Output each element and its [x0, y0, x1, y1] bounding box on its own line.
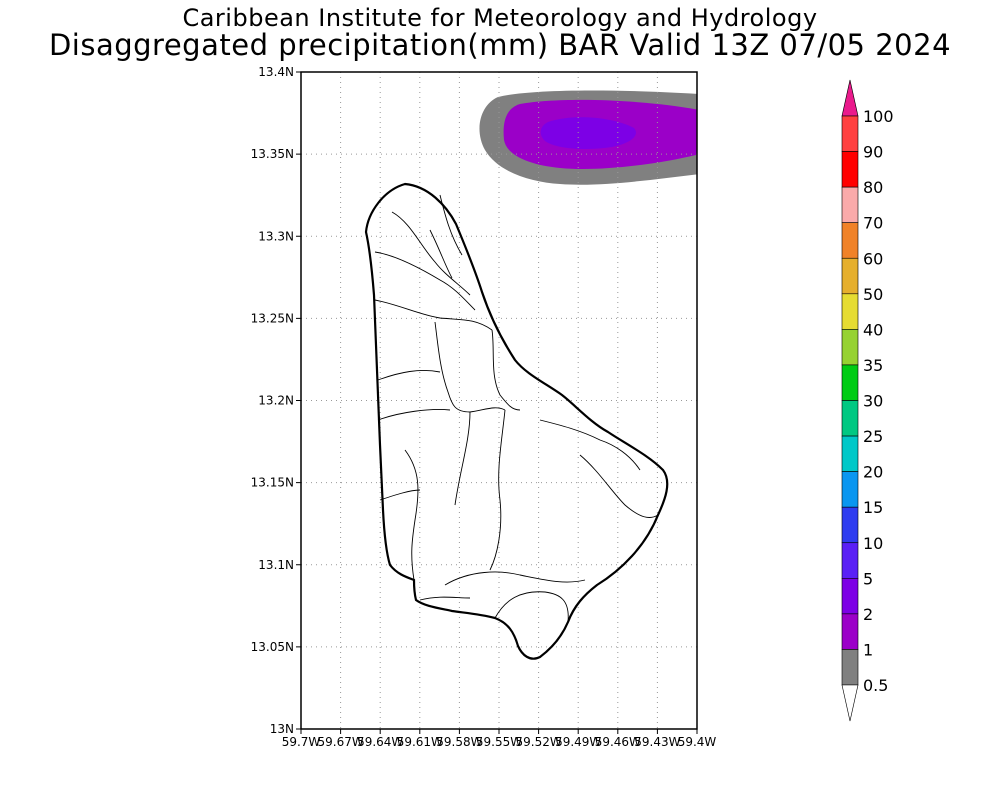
lat-tick-label: 13.4N	[258, 65, 294, 79]
colorbar-band	[841, 435, 859, 472]
colorbar-label: 1	[863, 640, 873, 659]
lat-tick-label: 13.25N	[251, 311, 294, 325]
colorbar-over-triangle	[841, 79, 859, 117]
lat-tick-label: 13N	[270, 722, 294, 736]
lat-tick-label: 13.05N	[251, 640, 294, 654]
colorbar-label: 10	[863, 534, 883, 553]
island-boundaries	[374, 194, 659, 623]
precip-contour-2-5	[540, 117, 636, 149]
colorbar-label: 35	[863, 356, 883, 375]
lon-tick-label: 59.7W	[282, 735, 321, 749]
lat-tick-label: 13.3N	[258, 229, 294, 243]
lon-tick-label: 59.49W	[555, 735, 601, 749]
colorbar-label: 0.5	[863, 676, 888, 695]
lon-tick-label: 59.55W	[476, 735, 522, 749]
colorbar-label: 80	[863, 178, 883, 197]
colorbar-label: 40	[863, 320, 883, 339]
colorbar-band	[841, 400, 859, 437]
colorbar-band	[841, 257, 859, 295]
lon-tick-label: 59.43W	[634, 735, 680, 749]
colorbar-band	[841, 649, 859, 686]
colorbar-label: 60	[863, 249, 883, 268]
colorbar-band	[841, 222, 859, 259]
lat-tick-label: 13.1N	[258, 558, 294, 572]
lon-tick-label: 59.52W	[515, 735, 561, 749]
colorbar-label: 2	[863, 605, 873, 624]
colorbar-label: 5	[863, 569, 873, 588]
lat-tick-label: 13.2N	[258, 394, 294, 408]
precipitation-area	[479, 90, 697, 185]
colorbar-label: 15	[863, 498, 883, 517]
colorbar-band	[841, 471, 859, 508]
colorbar-label: 70	[863, 214, 883, 233]
colorbar-under-triangle	[841, 684, 859, 722]
colorbar-label: 50	[863, 285, 883, 304]
colorbar-band	[841, 186, 859, 223]
lon-tick-label: 59.46W	[595, 735, 641, 749]
chart-subtitle: Disaggregated precipitation(mm) BAR Vali…	[48, 28, 952, 62]
lon-tick-label: 59.61W	[397, 735, 443, 749]
colorbar-band	[841, 506, 859, 544]
colorbar-label: 25	[863, 427, 883, 446]
colorbar-label: 90	[863, 143, 883, 162]
lon-tick-label: 59.4W	[678, 735, 717, 749]
chart-title: Caribbean Institute for Meteorology and …	[182, 4, 818, 32]
colorbar-label: 20	[863, 463, 883, 482]
lat-tick-label: 13.35N	[251, 147, 294, 161]
colorbar-band	[841, 578, 859, 615]
lat-tick-label: 13.15N	[251, 476, 294, 490]
colorbar-label: 30	[863, 392, 883, 411]
island-coastline	[364, 182, 669, 660]
lon-tick-label: 59.58W	[436, 735, 482, 749]
colorbar-label: 100	[863, 107, 894, 126]
longitude-axis: 59.7W59.67W59.64W59.61W59.58W59.55W59.52…	[282, 729, 717, 749]
colorbar-band	[841, 115, 859, 152]
colorbar-band	[841, 613, 859, 650]
colorbar-band	[841, 151, 859, 188]
colorbar-band	[841, 293, 859, 330]
lon-tick-label: 59.64W	[357, 735, 403, 749]
colorbar-band	[841, 542, 859, 579]
lon-tick-label: 59.67W	[317, 735, 363, 749]
colorbar-band	[841, 329, 859, 366]
colorbar-band	[841, 364, 859, 401]
latitude-axis: 13.4N 13.35N 13.3N 13.25N 13.2N 13.15N 13.1N 13…	[251, 65, 301, 736]
